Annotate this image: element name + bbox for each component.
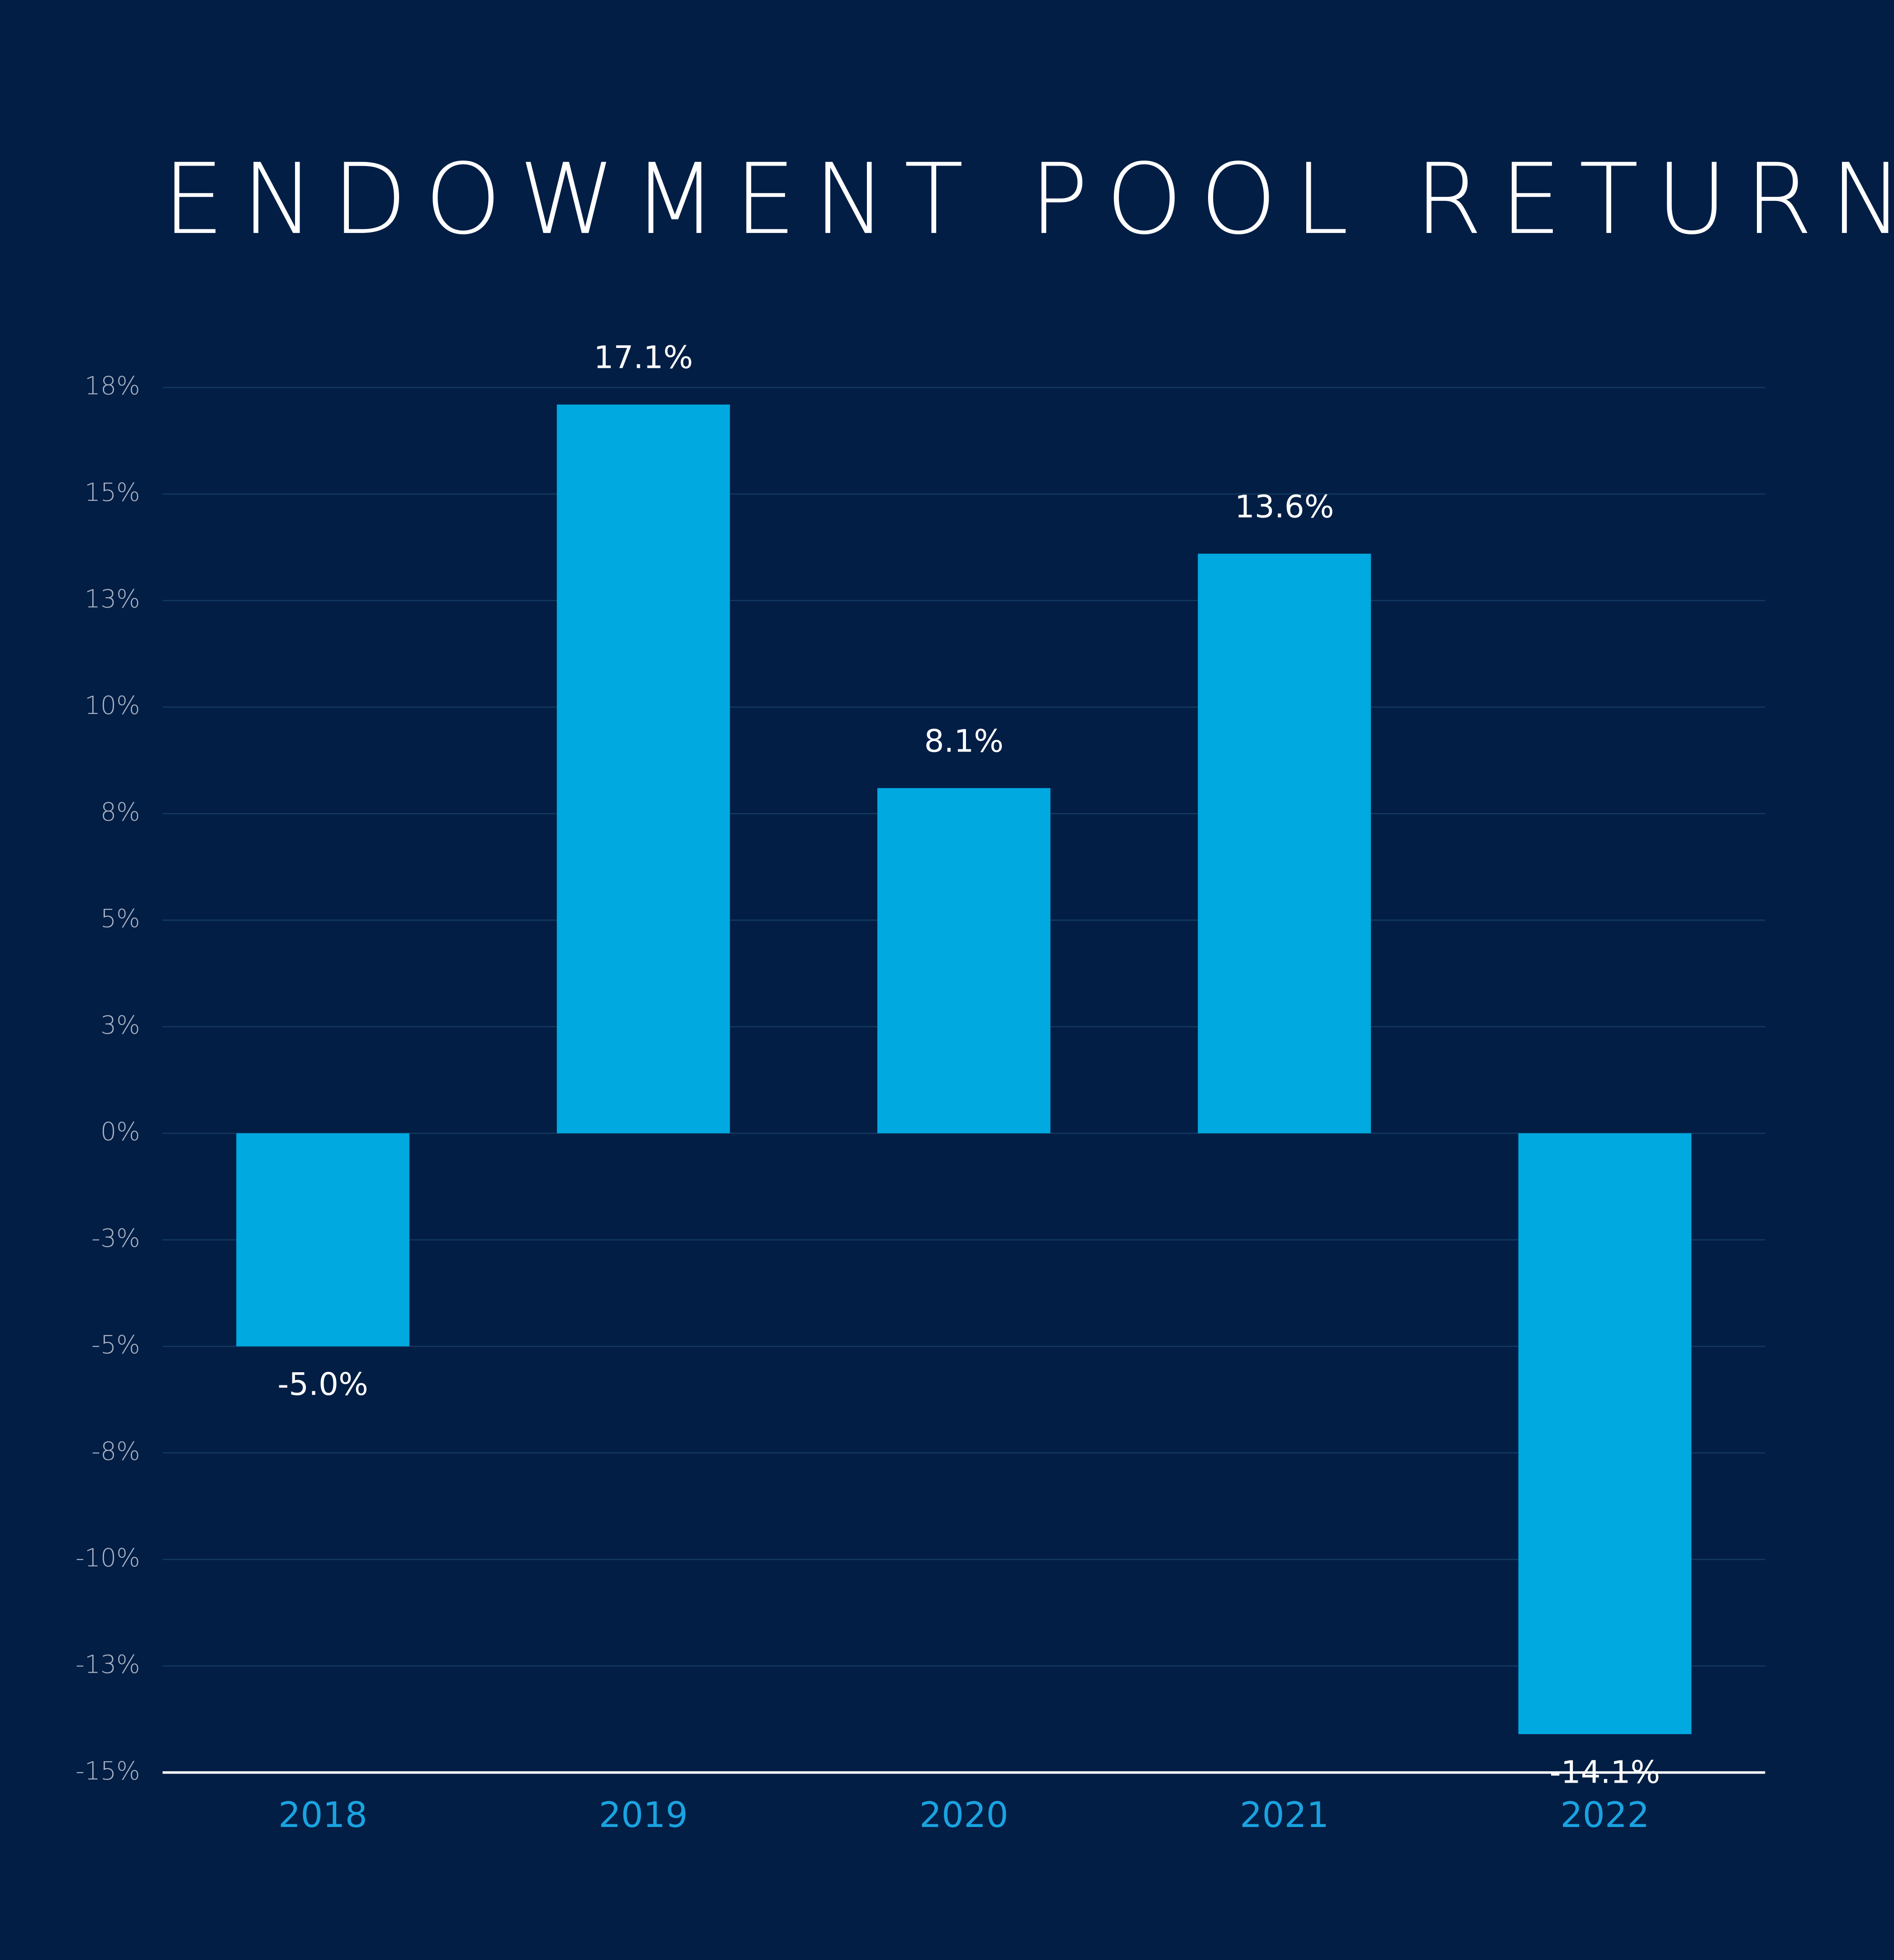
y-tick-label: 8% xyxy=(100,798,140,827)
data-label: 17.1% xyxy=(594,340,693,376)
y-tick-label: -13% xyxy=(76,1650,140,1679)
y-tick-label: 13% xyxy=(85,585,140,614)
data-label: 13.6% xyxy=(1235,489,1334,525)
y-tick-label: -15% xyxy=(76,1757,140,1786)
bar xyxy=(1518,1133,1692,1734)
data-label: -5.0% xyxy=(277,1366,368,1403)
y-tick-label: -5% xyxy=(91,1331,140,1360)
bar xyxy=(877,788,1051,1133)
y-tick-label: 3% xyxy=(100,1011,140,1040)
data-label: -14.1% xyxy=(1550,1754,1660,1790)
x-tick-label: 2020 xyxy=(919,1795,1009,1836)
bar xyxy=(557,404,730,1133)
y-tick-label: 10% xyxy=(85,691,140,720)
y-tick-label: 0% xyxy=(100,1118,140,1147)
x-tick-label: 2022 xyxy=(1561,1795,1650,1836)
y-tick-label: 5% xyxy=(100,904,140,933)
y-tick-label: -3% xyxy=(91,1224,140,1253)
bar xyxy=(1198,553,1371,1133)
x-tick-label: 2018 xyxy=(278,1795,367,1836)
data-label: 8.1% xyxy=(924,723,1004,759)
bar xyxy=(236,1133,409,1346)
y-tick-label: 18% xyxy=(85,372,140,401)
y-tick-label: 15% xyxy=(85,478,140,507)
x-tick-label: 2021 xyxy=(1240,1795,1329,1836)
y-tick-label: -10% xyxy=(76,1544,140,1573)
x-tick-label: 2019 xyxy=(599,1795,688,1836)
y-tick-label: -8% xyxy=(91,1437,140,1466)
chart-title: ENDOWMENT POOL RETURNS xyxy=(162,143,1894,256)
